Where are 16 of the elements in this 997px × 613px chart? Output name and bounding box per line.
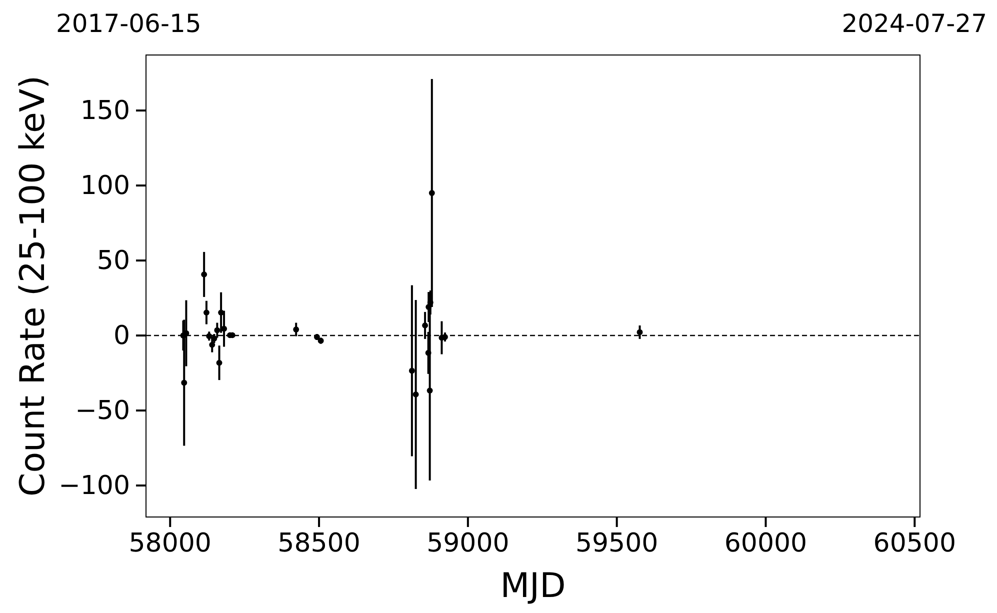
x-tick-label: 58500	[278, 528, 360, 558]
y-tick-label: 100	[80, 170, 130, 201]
x-tick-label: 60000	[724, 528, 808, 558]
text: 2024-07-27	[842, 9, 987, 38]
y-axis-title: Count Rate (25-100 keV)	[13, 76, 53, 496]
x-tick-label: 60500	[873, 528, 956, 558]
y-tick-label: 50	[96, 246, 130, 276]
x-tick-label: 59500	[575, 528, 658, 558]
y-tick-label: −50	[75, 396, 130, 426]
text: 2017-06-15	[56, 9, 202, 38]
x-tick-label: 59000	[426, 528, 510, 558]
y-tick-label: 0	[113, 320, 130, 351]
x-tick-label: 58000	[128, 528, 212, 558]
x-axis-title: MJD	[500, 566, 566, 606]
y-tick-label: −100	[58, 470, 130, 501]
y-tick-label: 150	[80, 96, 130, 126]
